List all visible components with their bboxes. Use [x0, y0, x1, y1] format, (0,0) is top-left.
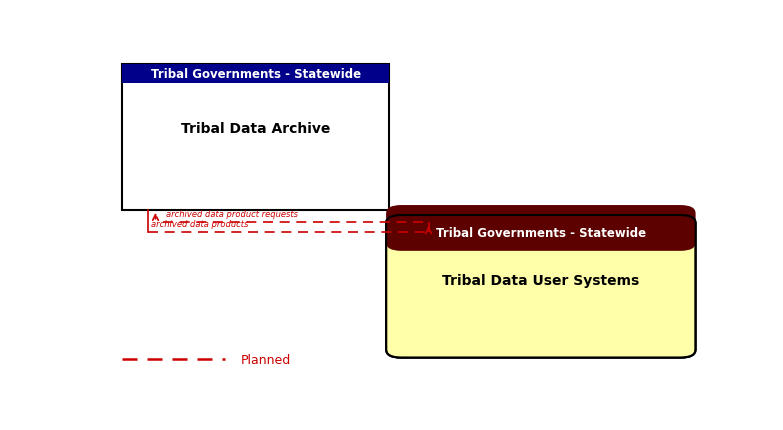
- Text: archived data product requests: archived data product requests: [167, 209, 298, 218]
- Text: Tribal Data Archive: Tribal Data Archive: [181, 121, 330, 135]
- Bar: [122, 65, 389, 211]
- FancyBboxPatch shape: [386, 215, 695, 358]
- Text: archived data products: archived data products: [151, 219, 249, 228]
- Bar: [122, 65, 389, 84]
- FancyBboxPatch shape: [386, 206, 695, 251]
- Bar: [402, 234, 680, 243]
- Text: Planned: Planned: [240, 353, 290, 366]
- Text: Tribal Governments - Statewide: Tribal Governments - Statewide: [150, 68, 361, 81]
- Text: Tribal Governments - Statewide: Tribal Governments - Statewide: [436, 227, 646, 240]
- Text: Tribal Data User Systems: Tribal Data User Systems: [442, 273, 640, 287]
